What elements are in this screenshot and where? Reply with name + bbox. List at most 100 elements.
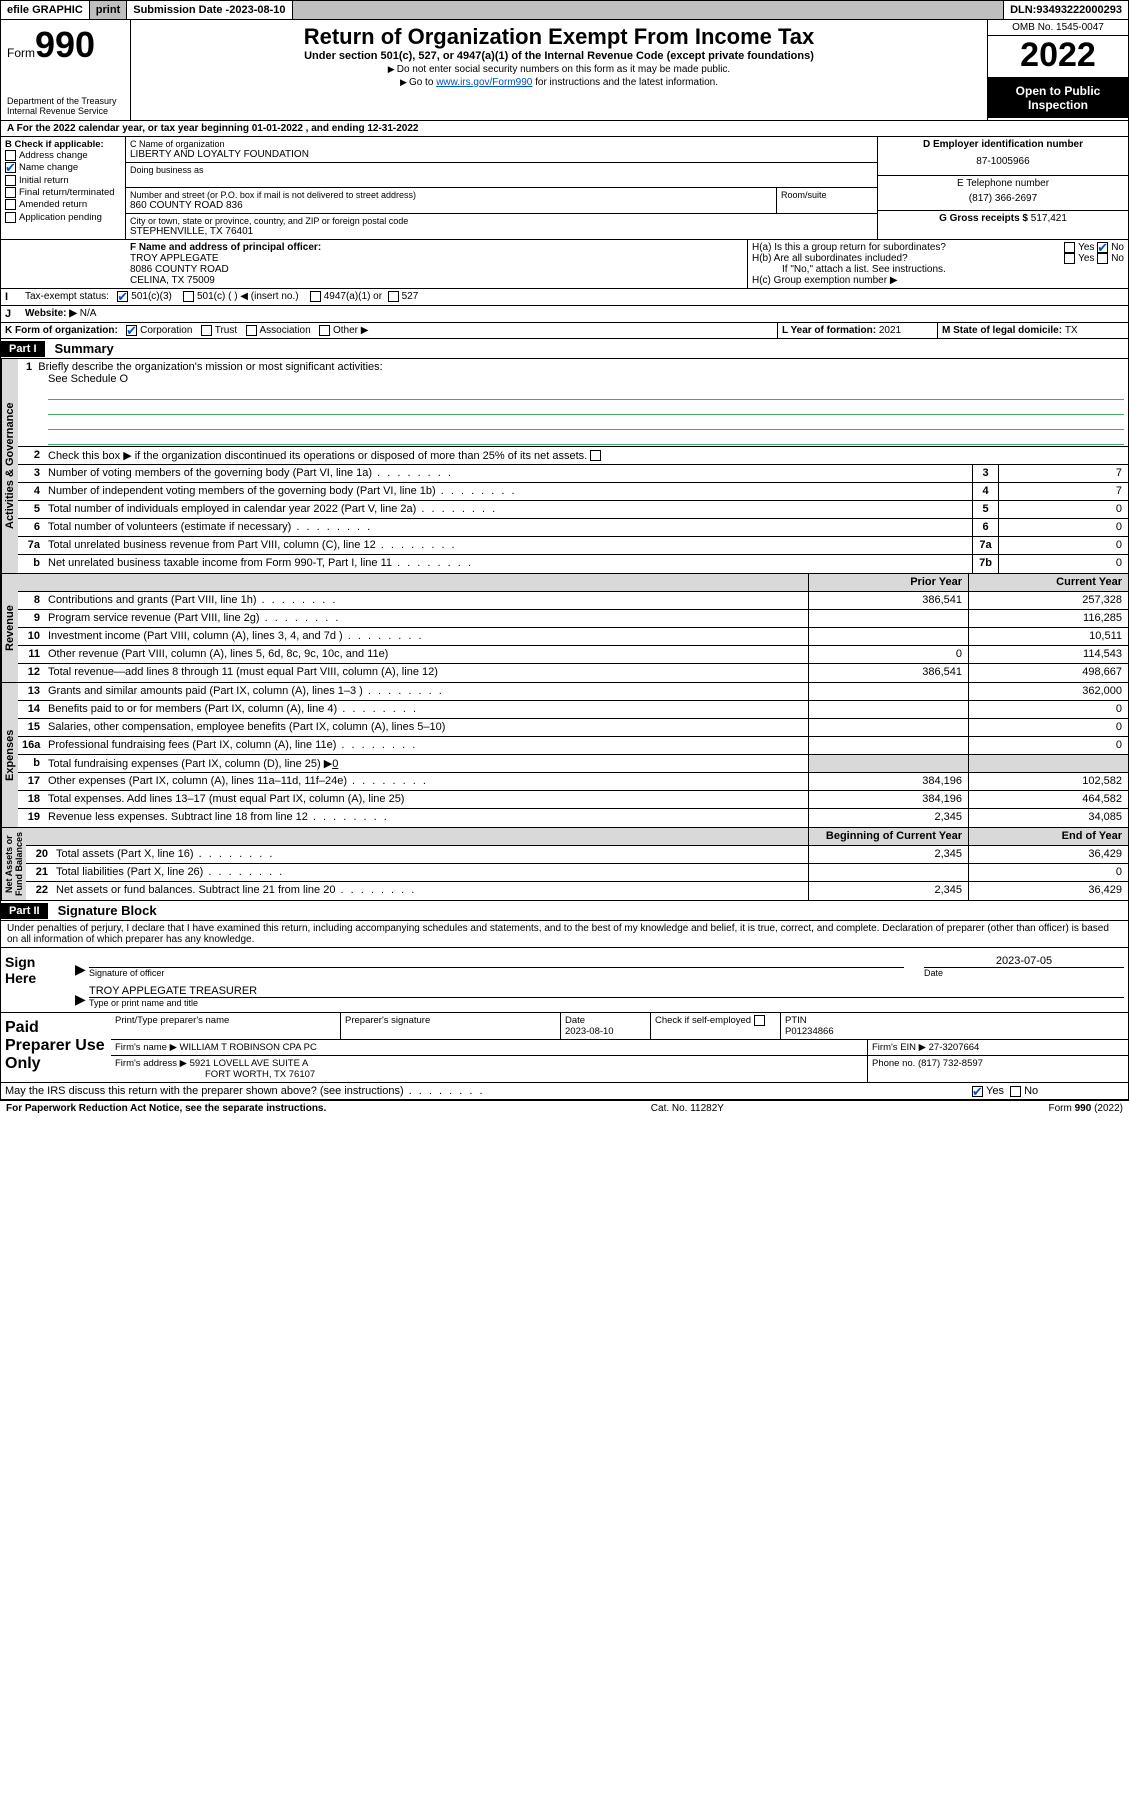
hb-label: H(b) Are all subordinates included? [752, 253, 992, 264]
omb-number: OMB No. 1545-0047 [988, 20, 1128, 36]
efile-label: efile GRAPHIC [1, 1, 90, 19]
tax-year: 2022 [988, 36, 1128, 78]
chk-self-employed[interactable] [754, 1015, 765, 1026]
chk-discontinued[interactable] [590, 450, 601, 461]
city-box: City or town, state or province, country… [126, 214, 877, 239]
chk-irs-yes[interactable] [972, 1086, 983, 1097]
print-button[interactable]: print [90, 1, 127, 19]
part1-header: Part I Summary [0, 339, 1129, 359]
block-klm: K Form of organization: Corporation Trus… [0, 323, 1129, 339]
sig-date-label: Date [924, 968, 1124, 978]
chk-amended[interactable]: Amended return [5, 199, 121, 211]
chk-final-return[interactable]: Final return/terminated [5, 187, 121, 199]
officer-name: TROY APPLEGATE [130, 253, 743, 264]
ha-label: H(a) Is this a group return for subordin… [752, 242, 992, 253]
tel-value: (817) 366-2697 [882, 189, 1124, 208]
officer-name-label: Type or print name and title [89, 998, 1124, 1008]
ein-value: 87-1005966 [882, 150, 1124, 173]
sidelabel-netassets: Net Assets or Fund Balances [1, 828, 26, 900]
block-b-header: B Check if applicable: [5, 139, 121, 150]
line-7a: 7aTotal unrelated business revenue from … [18, 537, 1128, 555]
block-f-spacer [1, 240, 126, 288]
org-name: LIBERTY AND LOYALTY FOUNDATION [130, 149, 873, 160]
dept-treasury: Department of the Treasury [7, 96, 124, 106]
section-netassets: Net Assets or Fund Balances Beginning of… [0, 828, 1129, 901]
chk-name-change[interactable]: Name change [5, 162, 121, 174]
section-expenses: Expenses 13Grants and similar amounts pa… [0, 683, 1129, 828]
city-value: STEPHENVILLE, TX 76401 [130, 226, 873, 237]
chk-501c[interactable] [183, 291, 194, 302]
chk-assoc[interactable] [246, 325, 257, 336]
sidelabel-governance: Activities & Governance [1, 359, 18, 573]
line-18: 18Total expenses. Add lines 13–17 (must … [18, 791, 1128, 809]
chk-app-pending[interactable]: Application pending [5, 212, 121, 224]
sig-arrow-icon-2: ▶ [75, 982, 89, 1008]
preparer-row1: Print/Type preparer's name Preparer's si… [111, 1013, 1128, 1040]
line-21: 21Total liabilities (Part X, line 26)0 [26, 864, 1128, 882]
sidelabel-expenses: Expenses [1, 683, 18, 827]
dba-label: Doing business as [130, 165, 873, 175]
website-row: Website: ▶ N/A [21, 306, 1128, 322]
line-16a: 16aProfessional fundraising fees (Part I… [18, 737, 1128, 755]
ein-box: D Employer identification number 87-1005… [878, 137, 1128, 176]
line-20: 20Total assets (Part X, line 16)2,34536,… [26, 846, 1128, 864]
chk-501c3[interactable] [117, 291, 128, 302]
hb-note: If "No," attach a list. See instructions… [752, 264, 1124, 275]
officer-typed-name: TROY APPLEGATE TREASURER [89, 985, 257, 997]
block-j: J Website: ▶ N/A [0, 306, 1129, 323]
gross-value: 517,421 [1031, 213, 1067, 224]
room-label: Room/suite [781, 190, 873, 200]
topbar-fill [293, 1, 1005, 19]
header-center: Return of Organization Exempt From Incom… [131, 20, 988, 120]
hc-label: H(c) Group exemption number ▶ [752, 275, 1124, 286]
sig-date-value: 2023-07-05 [996, 955, 1052, 967]
hb-answer: Yes No [1064, 253, 1124, 264]
block-d: D Employer identification number 87-1005… [878, 137, 1128, 239]
sig-officer-label: Signature of officer [89, 968, 904, 978]
instruction-ssn: Do not enter social security numbers on … [137, 64, 981, 75]
line-1-value: See Schedule O [48, 373, 1124, 385]
street-label: Number and street (or P.O. box if mail i… [130, 190, 772, 200]
chk-corp[interactable] [126, 325, 137, 336]
tel-label: E Telephone number [882, 178, 1124, 189]
chk-4947[interactable] [310, 291, 321, 302]
dept-irs: Internal Revenue Service [7, 106, 124, 116]
line-13: 13Grants and similar amounts paid (Part … [18, 683, 1128, 701]
footer-left: For Paperwork Reduction Act Notice, see … [6, 1103, 326, 1114]
tax-exempt-status: Tax-exempt status: 501(c)(3) 501(c) ( ) … [21, 289, 1128, 305]
line-1: 1 Briefly describe the organization's mi… [18, 359, 1128, 447]
line-15: 15Salaries, other compensation, employee… [18, 719, 1128, 737]
section-governance: Activities & Governance 1 Briefly descri… [0, 359, 1129, 574]
line-11: 11Other revenue (Part VIII, column (A), … [18, 646, 1128, 664]
officer-addr1: 8086 COUNTY ROAD [130, 264, 743, 275]
dln: DLN: 93493222000293 [1004, 1, 1128, 19]
chk-527[interactable] [388, 291, 399, 302]
declaration-text: Under penalties of perjury, I declare th… [1, 921, 1128, 947]
part2-bar: Part II [1, 903, 48, 919]
line-2: 2Check this box ▶ if the organization di… [18, 447, 1128, 465]
line-3: 3Number of voting members of the governi… [18, 465, 1128, 483]
chk-other[interactable] [319, 325, 330, 336]
irs-discuss-row: May the IRS discuss this return with the… [0, 1083, 1129, 1100]
chk-initial-return[interactable]: Initial return [5, 175, 121, 187]
footer-right: Form 990 (2022) [1049, 1103, 1123, 1114]
instruction-link: Go to www.irs.gov/Form990 for instructio… [137, 77, 981, 88]
block-i: I Tax-exempt status: 501(c)(3) 501(c) ( … [0, 289, 1129, 306]
main-title: Return of Organization Exempt From Incom… [137, 24, 981, 50]
irs-link[interactable]: www.irs.gov/Form990 [436, 77, 532, 88]
line-16b: bTotal fundraising expenses (Part IX, co… [18, 755, 1128, 773]
preparer-row3: Firm's address ▶ 5921 LOVELL AVE SUITE A… [111, 1056, 1128, 1082]
chk-irs-no[interactable] [1010, 1086, 1021, 1097]
chk-trust[interactable] [201, 325, 212, 336]
block-bcd: B Check if applicable: Address change Na… [0, 137, 1129, 240]
line-9: 9Program service revenue (Part VIII, lin… [18, 610, 1128, 628]
line-17: 17Other expenses (Part IX, column (A), l… [18, 773, 1128, 791]
line-5: 5Total number of individuals employed in… [18, 501, 1128, 519]
paid-preparer-label: Paid Preparer Use Only [1, 1013, 111, 1082]
part2-title: Signature Block [48, 901, 167, 920]
gross-box: G Gross receipts $ 517,421 [878, 211, 1128, 226]
room-box: Room/suite [777, 188, 877, 213]
chk-address-change[interactable]: Address change [5, 150, 121, 162]
part1-title: Summary [45, 339, 124, 358]
block-fh: F Name and address of principal officer:… [0, 240, 1129, 289]
